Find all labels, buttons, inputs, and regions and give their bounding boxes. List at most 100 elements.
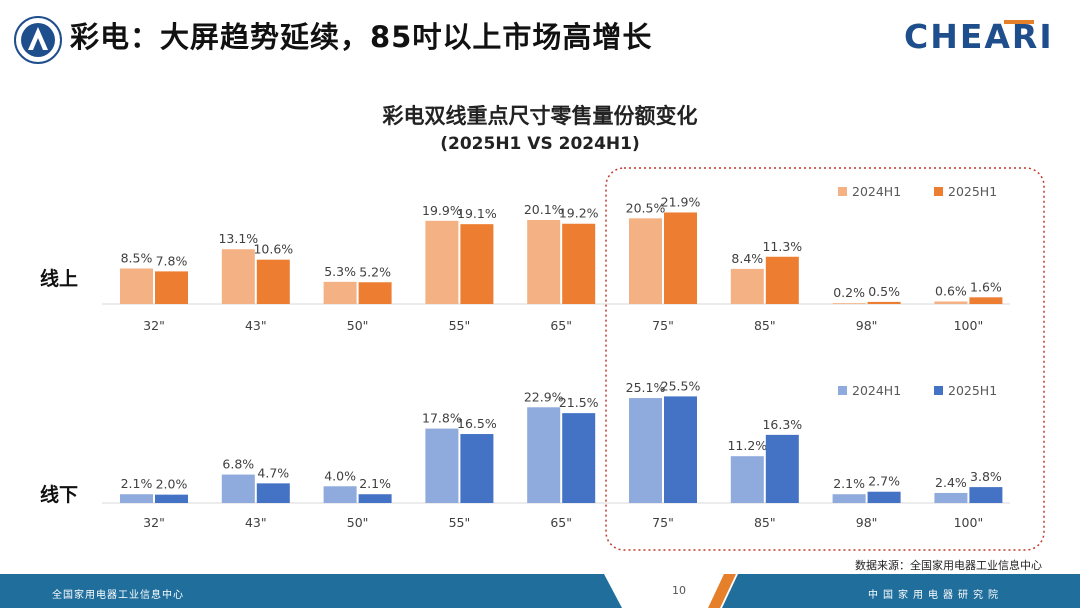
online-bar-2024h1 [832, 303, 866, 304]
row-label-online: 线上 [40, 268, 79, 290]
online-bar-2024h1 [120, 268, 153, 304]
offline-bar-2024h1 [832, 494, 866, 503]
offline-legend-swatch-2024h1 [838, 386, 847, 395]
offline-data-label: 2.7% [868, 474, 900, 489]
offline-data-label: 2.1% [833, 476, 865, 491]
online-x-tick-label: 98" [856, 318, 878, 333]
offline-bar-2025h1 [562, 413, 596, 503]
offline-data-label: 2.4% [935, 475, 967, 490]
online-bar-2025h1 [664, 212, 697, 304]
online-legend-swatch-2025h1 [934, 187, 943, 196]
offline-data-label: 21.5% [559, 395, 599, 410]
offline-bar-2024h1 [629, 398, 662, 503]
offline-bar-2025h1 [867, 491, 901, 503]
online-data-label: 19.2% [559, 206, 599, 221]
online-data-label: 0.6% [935, 283, 967, 298]
online-x-tick-label: 75" [652, 318, 674, 333]
offline-legend-swatch-2025h1 [934, 386, 943, 395]
online-legend-label: 2025H1 [948, 184, 997, 199]
cheari-brand-logo: CHEARI [904, 17, 1052, 56]
online-data-label: 7.8% [156, 253, 188, 268]
association-seal-logo [14, 16, 62, 64]
offline-data-label: 16.5% [457, 416, 497, 431]
offline-x-tick-label: 65" [550, 515, 572, 530]
online-bar-2024h1 [629, 218, 662, 304]
offline-x-tick-label: 50" [347, 515, 369, 530]
online-bar-2025h1 [256, 259, 290, 304]
offline-bar-2024h1 [323, 486, 357, 503]
offline-bar-2024h1 [527, 407, 561, 503]
online-data-label: 5.3% [324, 264, 356, 279]
online-bar-2024h1 [323, 281, 357, 304]
highlight-box [605, 167, 1045, 551]
offline-x-tick-label: 100" [954, 515, 984, 530]
source-note: 数据来源：全国家用电器工业信息中心 [855, 559, 1042, 572]
row-label-offline: 线下 [40, 484, 79, 506]
offline-data-label: 2.1% [359, 476, 391, 491]
online-data-label: 20.5% [626, 200, 666, 215]
online-bar-2025h1 [765, 256, 799, 304]
footer-right-text: 中国家用电器研究院 [868, 590, 1003, 601]
online-legend-label: 2024H1 [852, 184, 901, 199]
offline-x-tick-label: 32" [143, 515, 165, 530]
offline-bar-2025h1 [256, 483, 290, 503]
online-data-label: 5.2% [359, 264, 391, 279]
offline-data-label: 25.5% [661, 378, 701, 393]
online-data-label: 20.1% [524, 202, 564, 217]
chart-subtitle: (2025H1 VS 2024H1) [440, 134, 640, 154]
offline-x-tick-label: 55" [449, 515, 471, 530]
online-data-label: 11.3% [762, 239, 802, 254]
online-panel: 8.5% 7.8% 32" 13.1%10.6% 43" 5.3% 5.2% 50" 19.9%… [102, 184, 1010, 333]
offline-data-label: 4.0% [324, 468, 356, 483]
page-number: 10 [672, 584, 686, 597]
online-data-label: 10.6% [253, 242, 293, 257]
offline-data-label: 22.9% [524, 389, 564, 404]
online-bar-2024h1 [425, 220, 459, 304]
online-data-label: 8.5% [121, 250, 153, 265]
online-x-tick-label: 55" [449, 318, 471, 333]
footer-left-text: 全国家用电器工业信息中心 [52, 590, 184, 601]
offline-x-tick-label: 75" [652, 515, 674, 530]
offline-bar-2025h1 [969, 487, 1003, 503]
chart-title: 彩电双线重点尺寸零售量份额变化 [382, 104, 698, 128]
online-data-label: 1.6% [970, 279, 1002, 294]
online-x-tick-label: 65" [550, 318, 572, 333]
offline-bar-2025h1 [155, 494, 188, 503]
online-legend-swatch-2024h1 [838, 187, 847, 196]
online-bar-2024h1 [934, 301, 968, 304]
offline-x-tick-label: 85" [754, 515, 776, 530]
offline-data-label: 4.7% [257, 465, 289, 480]
offline-legend-label: 2025H1 [948, 383, 997, 398]
online-bar-2025h1 [460, 224, 494, 304]
offline-data-label: 16.3% [762, 417, 802, 432]
online-x-tick-label: 32" [143, 318, 165, 333]
online-bar-2024h1 [730, 268, 764, 304]
online-bar-2025h1 [358, 282, 392, 304]
online-x-tick-label: 100" [954, 318, 984, 333]
online-data-label: 13.1% [218, 231, 258, 246]
offline-x-tick-label: 43" [245, 515, 267, 530]
online-data-label: 19.1% [457, 206, 497, 221]
online-bar-2025h1 [969, 297, 1003, 304]
online-bar-2025h1 [562, 223, 596, 304]
footer-bar [0, 574, 1080, 608]
online-bar-2025h1 [867, 301, 901, 304]
offline-bar-2025h1 [664, 396, 697, 503]
offline-bar-2024h1 [934, 492, 968, 503]
offline-data-label: 17.8% [422, 411, 462, 426]
offline-bar-2024h1 [221, 474, 255, 503]
online-bar-2025h1 [155, 271, 188, 304]
online-x-tick-label: 85" [754, 318, 776, 333]
online-data-label: 0.5% [868, 284, 900, 299]
online-x-tick-label: 43" [245, 318, 267, 333]
online-bar-2024h1 [527, 219, 561, 304]
offline-data-label: 3.8% [970, 469, 1002, 484]
offline-bar-2025h1 [765, 434, 799, 503]
offline-bar-2025h1 [358, 494, 392, 503]
online-data-label: 0.2% [833, 285, 865, 300]
offline-bar-2025h1 [460, 434, 494, 503]
slide-title: 彩电：大屏趋势延续，85吋以上市场高增长 [70, 20, 653, 54]
offline-data-label: 6.8% [222, 457, 254, 472]
online-bar-2024h1 [221, 249, 255, 304]
